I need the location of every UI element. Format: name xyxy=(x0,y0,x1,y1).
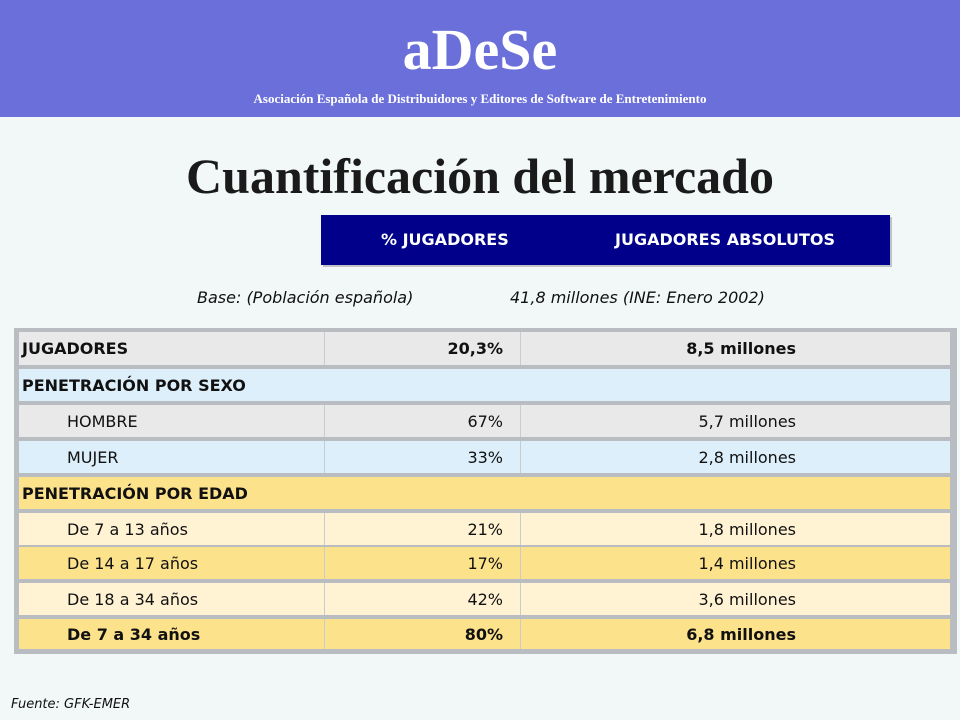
table-row-hombre: HOMBRE 67% 5,7 millones xyxy=(19,405,950,437)
table-row-jugadores: JUGADORES 20,3% 8,5 millones xyxy=(19,332,950,365)
row-abs: 2,8 millones xyxy=(698,447,796,467)
table-row-section-sexo: PENETRACIÓN POR SEXO xyxy=(19,369,950,401)
row-label: De 14 a 17 años xyxy=(67,553,199,573)
row-label: HOMBRE xyxy=(67,411,138,431)
table-row-age-total: De 7 a 34 años 80% 6,8 millones xyxy=(19,619,950,649)
column-header-abs: JUGADORES ABSOLUTOS xyxy=(615,230,836,249)
brand-logo: aDeSe xyxy=(402,17,558,82)
header-banner: aDeSe Asociación Española de Distribuido… xyxy=(0,0,960,117)
table-row-age-7-13: De 7 a 13 años 21% 1,8 millones xyxy=(19,513,950,545)
table-row-section-edad: PENETRACIÓN POR EDAD xyxy=(19,477,950,509)
row-label: JUGADORES xyxy=(22,339,129,358)
row-abs: 1,4 millones xyxy=(698,553,796,573)
table-row-age-14-17: De 14 a 17 años 17% 1,4 millones xyxy=(19,547,950,579)
section-label: PENETRACIÓN POR EDAD xyxy=(22,483,248,503)
source-note: Fuente: GFK-EMER xyxy=(11,697,131,712)
row-pct: 42% xyxy=(467,589,503,609)
row-abs: 8,5 millones xyxy=(686,339,796,358)
table-row-age-18-34: De 18 a 34 años 42% 3,6 millones xyxy=(19,583,950,615)
row-abs: 6,8 millones xyxy=(686,624,796,644)
row-label: MUJER xyxy=(67,447,119,467)
row-pct: 80% xyxy=(464,624,503,644)
row-pct: 17% xyxy=(467,553,503,573)
brand-tagline: Asociación Española de Distribuidores y … xyxy=(253,91,707,106)
page-title: Cuantificación del mercado xyxy=(186,148,774,204)
row-abs: 1,8 millones xyxy=(698,519,796,539)
row-label: De 18 a 34 años xyxy=(67,589,199,609)
table-row-mujer: MUJER 33% 2,8 millones xyxy=(19,441,950,473)
row-label: De 7 a 34 años xyxy=(67,624,201,644)
column-header-bar: % JUGADORES JUGADORES ABSOLUTOS xyxy=(321,215,890,265)
base-label: Base: (Población española) xyxy=(197,288,414,307)
row-abs: 5,7 millones xyxy=(698,411,796,431)
base-value: 41,8 millones (INE: Enero 2002) xyxy=(510,288,765,307)
row-label: De 7 a 13 años xyxy=(67,519,188,539)
column-header-pct: % JUGADORES xyxy=(381,230,509,249)
data-table: JUGADORES 20,3% 8,5 millones PENETRACIÓN… xyxy=(14,328,957,654)
row-pct: 33% xyxy=(467,447,503,467)
row-pct: 21% xyxy=(467,519,503,539)
row-pct: 67% xyxy=(467,411,503,431)
row-abs: 3,6 millones xyxy=(698,589,796,609)
row-pct: 20,3% xyxy=(447,339,503,358)
section-label: PENETRACIÓN POR SEXO xyxy=(22,375,246,395)
